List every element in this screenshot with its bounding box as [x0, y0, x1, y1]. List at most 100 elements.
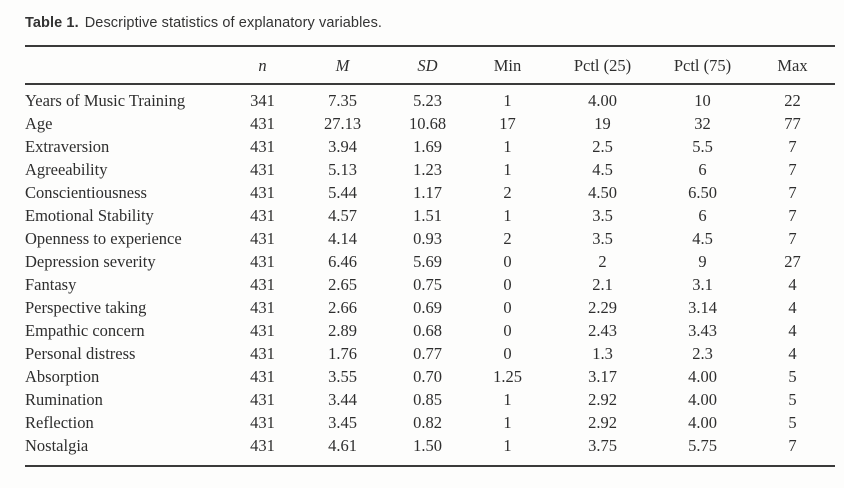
- cell-max: 7: [788, 206, 797, 225]
- cell-pctl25: 4.50: [588, 183, 617, 202]
- cell-m: 4.14: [328, 229, 357, 248]
- row-label: Personal distress: [25, 344, 136, 363]
- cell-pctl75: 4.00: [688, 413, 717, 432]
- cell-m: 7.35: [328, 91, 357, 110]
- cell-pctl75: 10: [694, 91, 711, 110]
- cell-sd: 0.77: [413, 344, 442, 363]
- column-header-pctl75: Pctl (75): [655, 46, 750, 85]
- cell-n: 431: [250, 137, 275, 156]
- cell-m: 3.44: [328, 390, 357, 409]
- cell-min: 1: [503, 137, 512, 156]
- cell-sd: 0.93: [413, 229, 442, 248]
- cell-min: 0: [503, 344, 512, 363]
- cell-min: 1: [503, 160, 512, 179]
- cell-m: 3.55: [328, 367, 357, 386]
- cell-m: 2.66: [328, 298, 357, 317]
- row-label: Nostalgia: [25, 436, 89, 455]
- table-row: Extraversion 431 3.94 1.69 1 2.5 5.5 7: [25, 135, 835, 158]
- cell-pctl25: 2.43: [588, 321, 617, 340]
- cell-min: 1: [503, 413, 512, 432]
- table-header: n M SD Min Pctl (25) Pctl (75) Max: [25, 46, 835, 85]
- cell-n: 431: [250, 229, 275, 248]
- cell-pctl75: 4.00: [688, 390, 717, 409]
- cell-m: 4.57: [328, 206, 357, 225]
- cell-sd: 0.69: [413, 298, 442, 317]
- cell-pctl25: 3.5: [592, 229, 613, 248]
- cell-pctl25: 4.00: [588, 91, 617, 110]
- cell-pctl25: 2.1: [592, 275, 613, 294]
- cell-pctl75: 6: [698, 160, 707, 179]
- table-row: Conscientiousness 431 5.44 1.17 2 4.50 6.50 7: [25, 181, 835, 204]
- table-row: Agreeability 431 5.13 1.23 1 4.5 6 7: [25, 158, 835, 181]
- cell-sd: 10.68: [408, 114, 447, 133]
- table-row: Age 431 27.13 10.68 17 19 32 77: [25, 112, 835, 135]
- table-caption-text: Descriptive statistics of explanatory va…: [84, 15, 383, 31]
- cell-m: 5.13: [328, 160, 357, 179]
- cell-pctl25: 2.5: [592, 137, 613, 156]
- table-row: Fantasy 431 2.65 0.75 0 2.1 3.1 4: [25, 273, 835, 296]
- cell-max: 27: [784, 252, 801, 271]
- cell-pctl25: 1.3: [592, 344, 613, 363]
- descriptive-statistics-table: n M SD Min Pctl (25) Pctl (75) Max Years of Mu…: [25, 45, 835, 467]
- cell-sd: 0.68: [413, 321, 442, 340]
- cell-sd: 1.17: [413, 183, 442, 202]
- cell-min: 1: [503, 206, 512, 225]
- cell-sd: 5.69: [413, 252, 442, 271]
- cell-sd: 5.23: [413, 91, 442, 110]
- row-label: Age: [25, 114, 53, 133]
- column-header-n: n: [230, 46, 295, 85]
- column-header-max: Max: [750, 46, 835, 85]
- cell-max: 4: [788, 298, 797, 317]
- cell-pctl75: 9: [698, 252, 707, 271]
- cell-pctl75: 3.14: [688, 298, 717, 317]
- cell-m: 1.76: [328, 344, 357, 363]
- cell-pctl25: 2: [598, 252, 607, 271]
- column-header-m: M: [295, 46, 390, 85]
- cell-min: 1.25: [493, 367, 522, 386]
- cell-n: 431: [250, 390, 275, 409]
- table-row: Rumination 431 3.44 0.85 1 2.92 4.00 5: [25, 388, 835, 411]
- table-row: Reflection 431 3.45 0.82 1 2.92 4.00 5: [25, 411, 835, 434]
- cell-sd: 0.82: [413, 413, 442, 432]
- cell-max: 22: [784, 91, 801, 110]
- cell-min: 0: [503, 298, 512, 317]
- row-label: Emotional Stability: [25, 206, 154, 225]
- column-header-sd: SD: [390, 46, 465, 85]
- cell-max: 77: [784, 114, 801, 133]
- cell-m: 6.46: [328, 252, 357, 271]
- cell-min: 0: [503, 252, 512, 271]
- row-label: Depression severity: [25, 252, 156, 271]
- cell-pctl75: 2.3: [692, 344, 713, 363]
- row-label: Absorption: [25, 367, 100, 386]
- cell-m: 2.89: [328, 321, 357, 340]
- cell-sd: 1.69: [413, 137, 442, 156]
- cell-n: 431: [250, 183, 275, 202]
- cell-max: 5: [788, 367, 797, 386]
- cell-m: 3.45: [328, 413, 357, 432]
- cell-pctl25: 3.75: [588, 436, 617, 455]
- table-row: Absorption 431 3.55 0.70 1.25 3.17 4.00 5: [25, 365, 835, 388]
- row-label: Reflection: [25, 413, 94, 432]
- cell-max: 7: [788, 183, 797, 202]
- cell-m: 2.65: [328, 275, 357, 294]
- table-body: Years of Music Training 341 7.35 5.23 1 4.00 1…: [25, 84, 835, 466]
- cell-min: 0: [503, 275, 512, 294]
- cell-sd: 0.70: [413, 367, 442, 386]
- cell-n: 431: [250, 114, 275, 133]
- row-label: Conscientiousness: [25, 183, 147, 202]
- row-label: Agreeability: [25, 160, 108, 179]
- cell-sd: 1.51: [413, 206, 442, 225]
- cell-n: 431: [250, 275, 275, 294]
- cell-max: 7: [788, 160, 797, 179]
- column-header-pctl25: Pctl (25): [550, 46, 655, 85]
- cell-min: 17: [499, 114, 516, 133]
- cell-n: 431: [250, 206, 275, 225]
- cell-pctl75: 4.00: [688, 367, 717, 386]
- row-label: Years of Music Training: [25, 91, 186, 110]
- row-label: Fantasy: [25, 275, 77, 294]
- cell-max: 4: [788, 275, 797, 294]
- cell-n: 431: [250, 436, 275, 455]
- cell-pctl25: 19: [594, 114, 611, 133]
- cell-max: 7: [788, 229, 797, 248]
- cell-min: 0: [503, 321, 512, 340]
